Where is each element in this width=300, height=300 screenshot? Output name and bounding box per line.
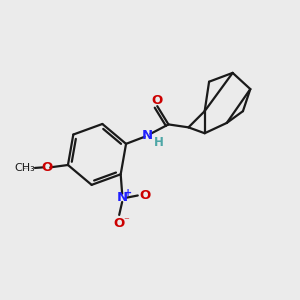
Text: methoxy: methoxy xyxy=(24,167,30,169)
Text: H: H xyxy=(154,136,164,148)
Text: O: O xyxy=(152,94,163,107)
Text: ⁻: ⁻ xyxy=(123,216,129,226)
Text: O: O xyxy=(114,217,125,230)
Text: N: N xyxy=(117,191,128,204)
Text: O: O xyxy=(41,161,52,174)
Text: +: + xyxy=(124,188,132,198)
Text: N: N xyxy=(142,129,153,142)
Text: CH₃: CH₃ xyxy=(14,163,35,172)
Text: O: O xyxy=(139,189,151,202)
